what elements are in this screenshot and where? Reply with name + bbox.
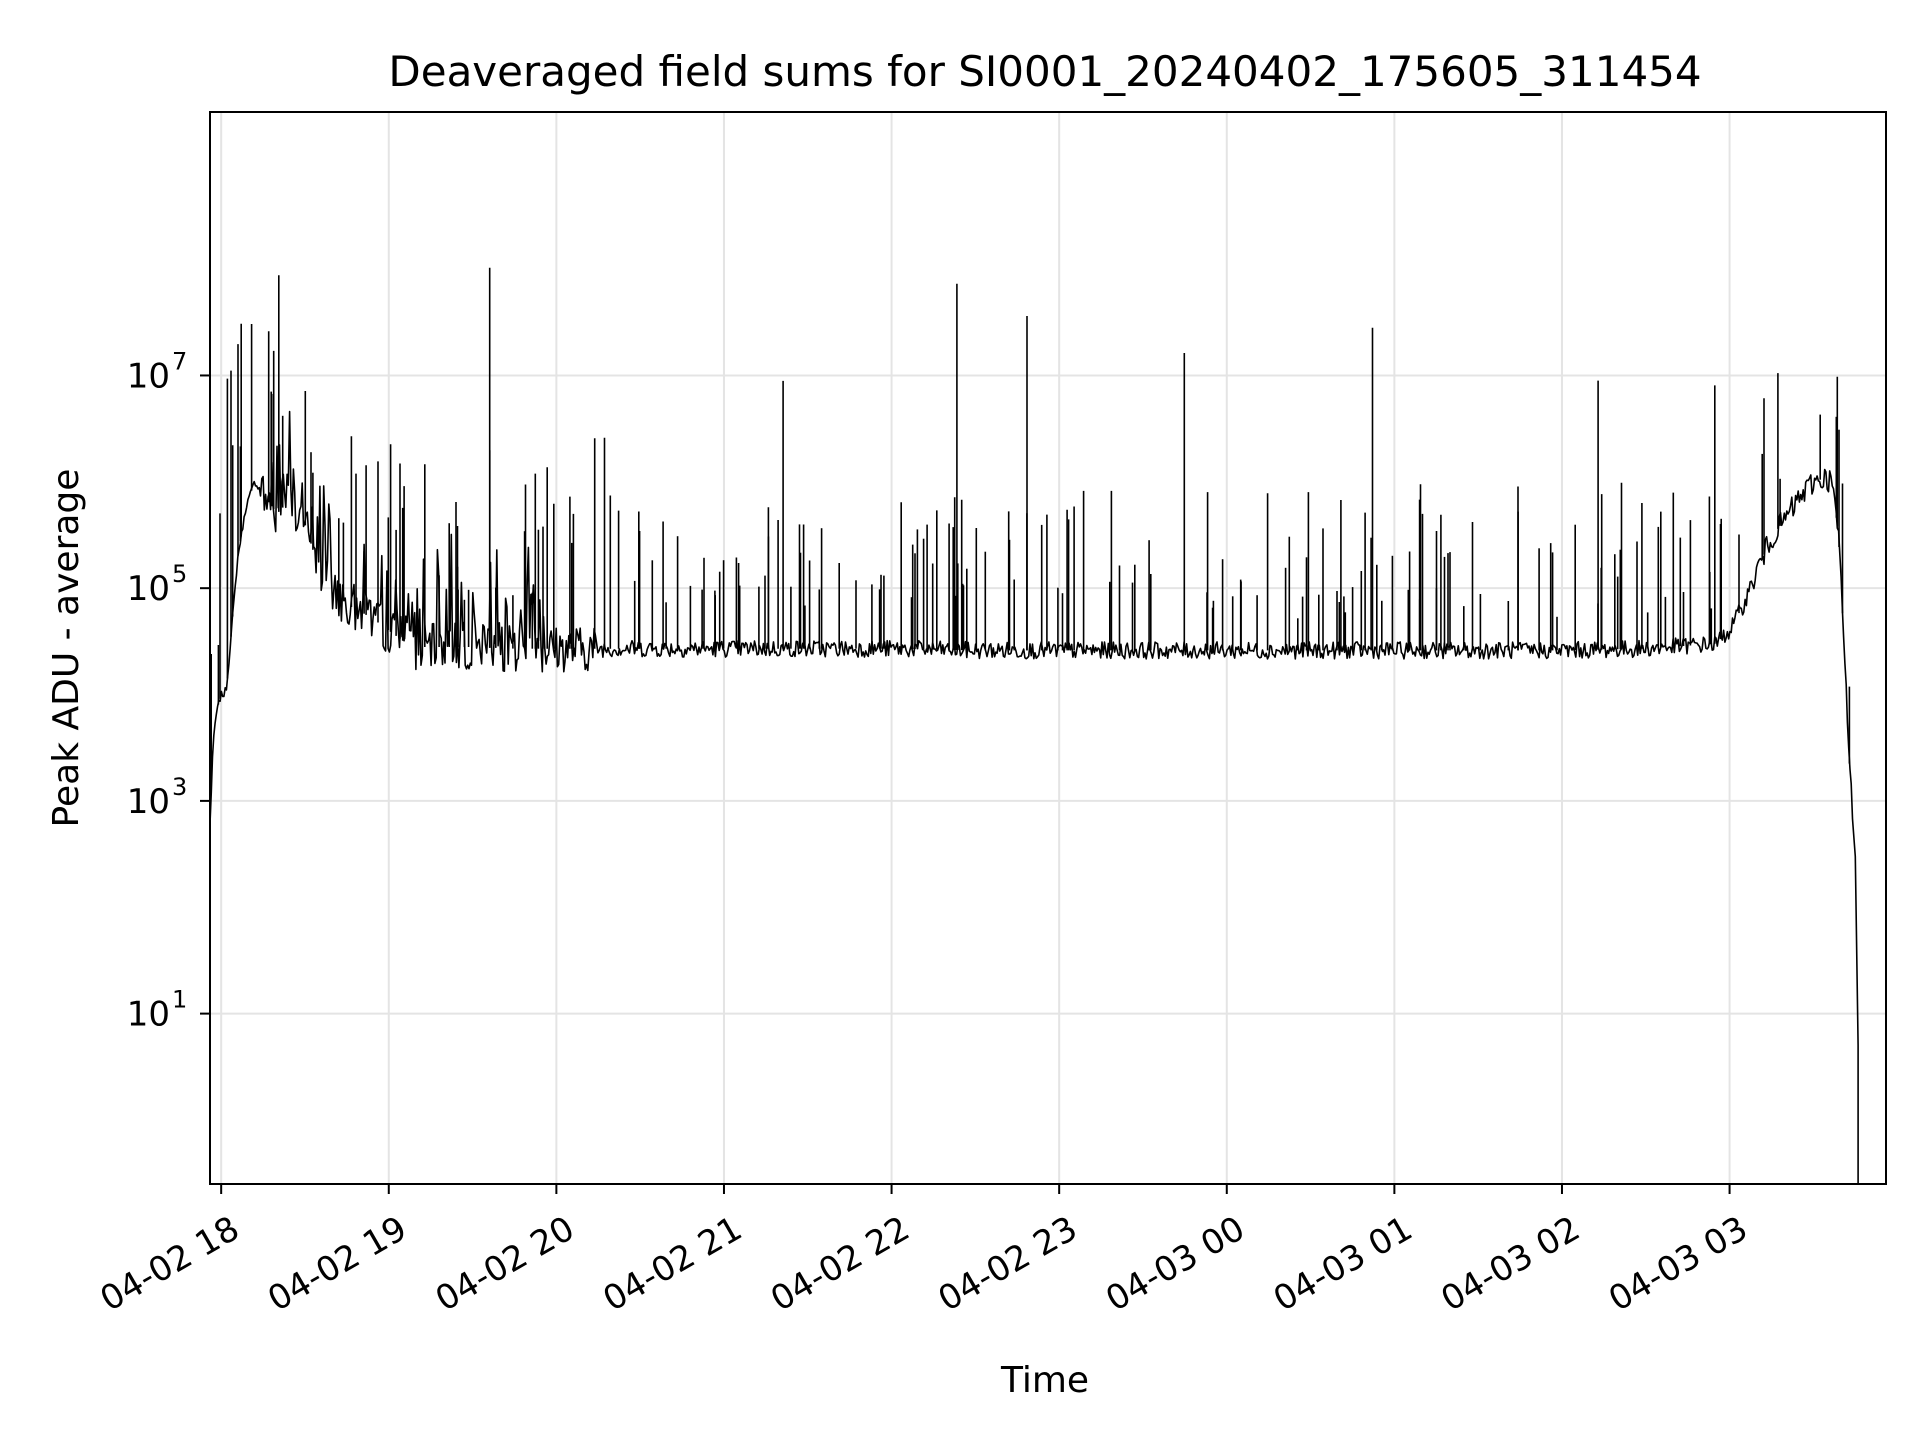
y-tick-base: 10	[127, 569, 170, 609]
x-tick-label: 04-02 22	[764, 1209, 916, 1320]
x-tick-label: 04-03 01	[1267, 1209, 1419, 1320]
y-tick-exponent: 7	[172, 347, 187, 375]
y-tick-base: 10	[127, 782, 170, 822]
x-tick-label: 04-02 23	[932, 1209, 1084, 1320]
y-tick-exponent: 1	[172, 986, 187, 1014]
plot-frame	[209, 111, 1887, 1185]
series-line	[209, 410, 1859, 1184]
y-tick-exponent: 3	[172, 773, 187, 801]
chart-title: Deaveraged field sums for SI0001_2024040…	[388, 47, 1701, 96]
x-tick-label: 04-02 20	[429, 1209, 581, 1320]
y-tick-base: 10	[127, 356, 170, 396]
y-tick-base: 10	[127, 995, 170, 1035]
y-axis-label: Peak ADU - average	[46, 469, 87, 828]
series-layer	[209, 267, 1859, 1184]
x-tick-label: 04-02 18	[94, 1209, 246, 1320]
x-tick-label: 04-03 00	[1099, 1209, 1251, 1320]
grid	[210, 112, 1886, 1184]
x-axis: 04-02 18 04-02 19 04-02 20 04-02 21 04-02 22…	[94, 1184, 1754, 1320]
y-tick-exponent: 5	[172, 560, 187, 588]
x-tick-label: 04-02 21	[596, 1209, 748, 1320]
y-tick-label: 10 7	[127, 347, 188, 396]
y-tick-label: 10 3	[127, 773, 188, 822]
x-tick-label: 04-03 02	[1434, 1209, 1586, 1320]
y-tick-label: 10 1	[127, 986, 188, 1035]
spike-layer	[210, 267, 1851, 793]
x-axis-label: Time	[1000, 1360, 1089, 1401]
x-tick-label: 04-02 19	[261, 1209, 413, 1320]
x-tick-label: 04-03 03	[1602, 1209, 1754, 1320]
y-tick-label: 10 5	[127, 560, 188, 609]
